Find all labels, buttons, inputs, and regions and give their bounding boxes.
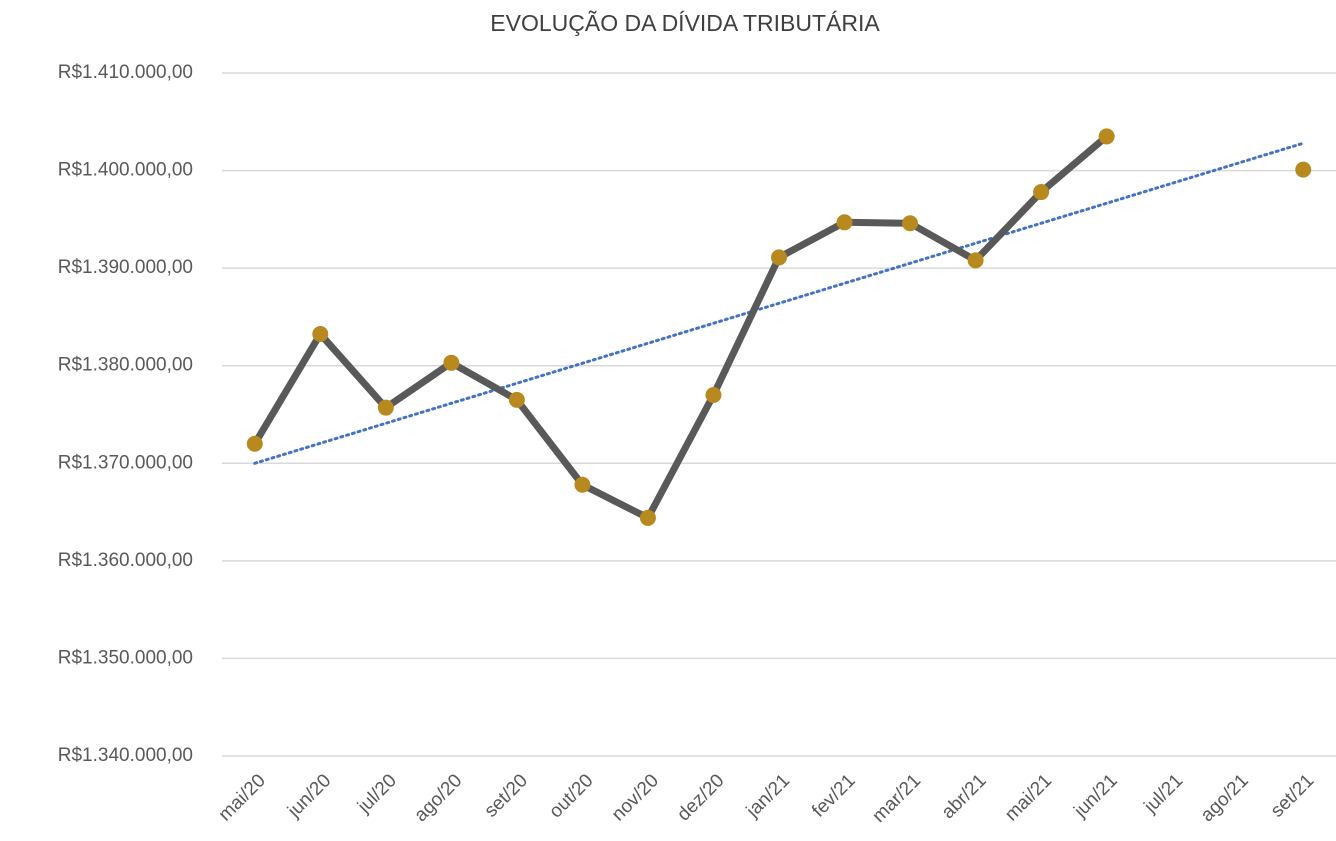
x-tick-label: abr/21 — [938, 770, 991, 823]
x-tick-label: mar/21 — [868, 770, 925, 827]
chart-title: EVOLUÇÃO DA DÍVIDA TRIBUTÁRIA — [490, 10, 880, 36]
x-tick-label: jun/21 — [1070, 770, 1122, 822]
data-point — [705, 386, 722, 403]
x-tick-label: jan/21 — [742, 770, 794, 822]
x-tick-label: out/20 — [545, 770, 597, 822]
data-point — [902, 215, 919, 232]
data-point — [443, 354, 460, 371]
data-point — [1033, 184, 1050, 201]
x-tick-label: mai/20 — [215, 770, 270, 825]
y-tick-label: R$1.350.000,00 — [58, 647, 193, 668]
data-point — [508, 391, 525, 408]
y-tick-label: R$1.410.000,00 — [58, 62, 193, 83]
data-point — [639, 509, 656, 526]
y-tick-label: R$1.340.000,00 — [58, 745, 193, 766]
x-tick-label: jul/20 — [353, 770, 401, 818]
x-tick-label: dez/20 — [673, 770, 728, 825]
y-tick-label: R$1.400.000,00 — [58, 160, 193, 181]
x-tick-label: jun/20 — [283, 770, 335, 822]
data-point — [1098, 128, 1115, 145]
data-point — [836, 214, 853, 231]
trendline — [253, 141, 1305, 465]
y-tick-label: R$1.360.000,00 — [58, 550, 193, 571]
series-line — [251, 133, 1109, 522]
data-point — [377, 399, 394, 416]
data-point — [246, 435, 263, 452]
y-tick-label: R$1.390.000,00 — [58, 257, 193, 278]
x-tick-label: set/20 — [481, 770, 532, 821]
data-point — [574, 476, 591, 493]
data-point — [967, 252, 984, 269]
x-tick-label: fev/21 — [808, 770, 859, 821]
x-tick-label: jul/21 — [1140, 770, 1188, 818]
x-tick-label: ago/21 — [1197, 770, 1253, 826]
x-tick-label: mai/21 — [1001, 770, 1056, 825]
x-tick-label: nov/20 — [608, 770, 663, 825]
y-tick-label: R$1.380.000,00 — [58, 355, 193, 376]
data-point — [1295, 161, 1312, 178]
x-tick-label: set/21 — [1267, 770, 1318, 821]
data-point — [312, 326, 329, 343]
y-tick-label: R$1.370.000,00 — [58, 452, 193, 473]
x-tick-label: ago/20 — [410, 770, 466, 826]
data-point — [771, 249, 787, 266]
